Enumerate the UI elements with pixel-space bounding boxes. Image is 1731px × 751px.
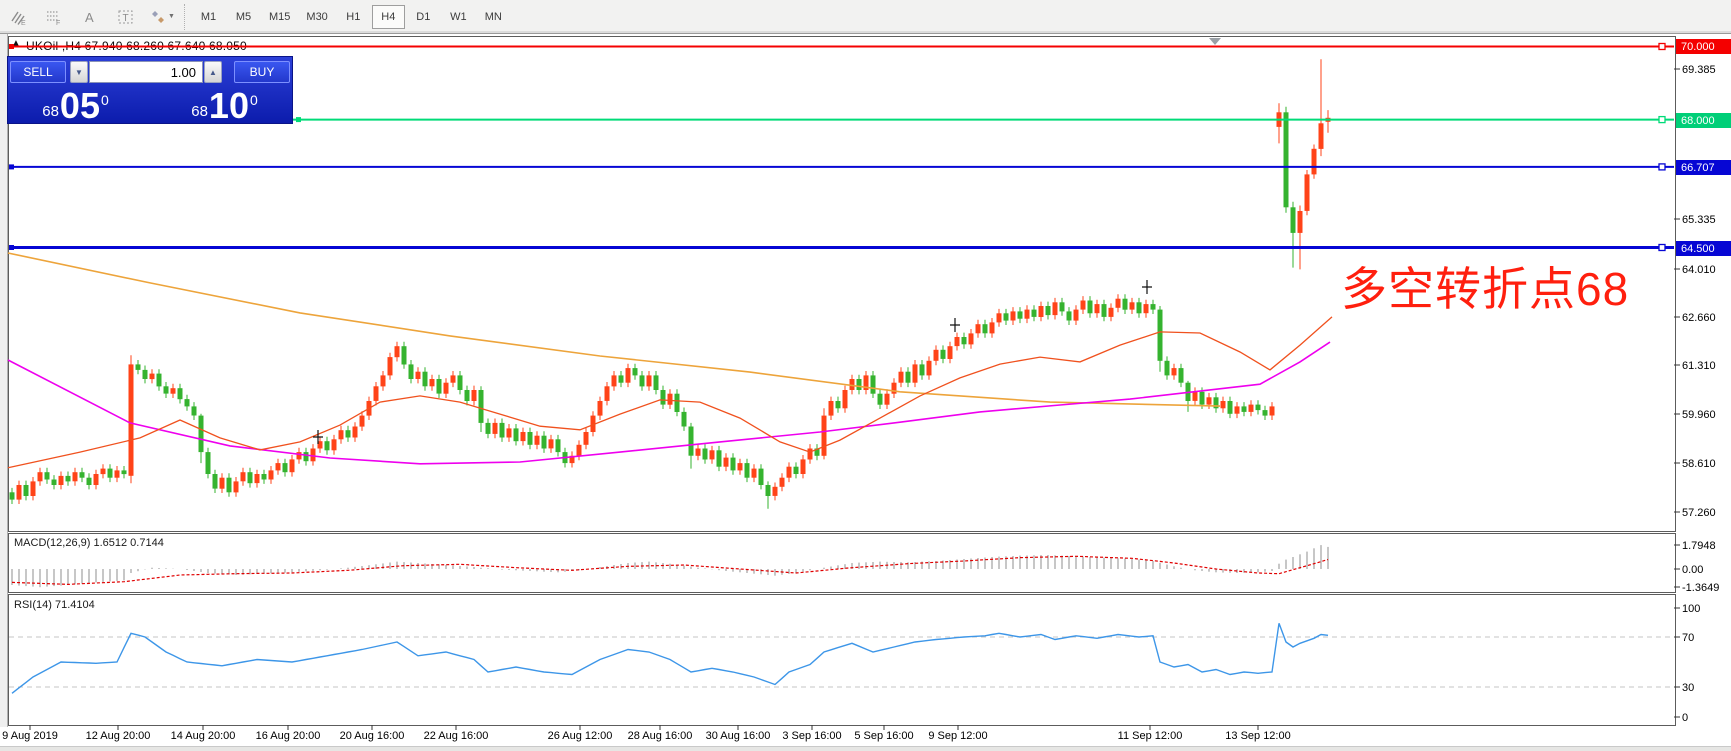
- grid-icon: F: [45, 8, 63, 26]
- sell-price[interactable]: 68 05 0: [8, 86, 143, 124]
- sell-button[interactable]: SELL: [10, 61, 66, 83]
- symbol-marker-icon: ▲: [11, 38, 21, 49]
- timeframe-m15-button[interactable]: M15: [262, 5, 297, 29]
- svg-text:E: E: [21, 20, 26, 26]
- axis-label: 69.385: [1682, 63, 1716, 76]
- buy-price[interactable]: 68 10 0: [157, 86, 292, 124]
- rsi-indicator-label: RSI(14) 71.4104: [14, 599, 95, 611]
- chart-objects-button[interactable]: E: [1, 4, 35, 30]
- axis-label: 1.7948: [1682, 539, 1716, 552]
- buy-button[interactable]: BUY: [234, 61, 290, 83]
- sell-price-big: 05: [59, 85, 100, 127]
- time-axis[interactable]: 9 Aug 2019 12 Aug 20:00 14 Aug 20:00 16 Aug…: [0, 727, 1731, 746]
- drawing-tools-group: E F A T ▼: [0, 4, 180, 30]
- axis-label: -1.3649: [1682, 581, 1720, 594]
- timeframe-mn-button[interactable]: MN: [477, 5, 510, 29]
- chart-objects-icon: E: [9, 8, 27, 26]
- one-click-trading-panel: SELL ▼ ▲ BUY 68 05 0 68 10 0: [8, 57, 292, 124]
- price-level-badge: 64.500: [1676, 241, 1731, 256]
- date-label: 22 Aug 16:00: [423, 730, 489, 742]
- toolbar: E F A T ▼ M1 M5 M15 M30 H1 H4 D1 W1 MN: [0, 0, 1731, 34]
- sell-price-sup: 0: [100, 92, 109, 108]
- axis-label: 58.610: [1682, 457, 1716, 470]
- chart-title-ohlc: UKOil ,H4 67.940 68.260 67.640 68.050: [26, 39, 247, 53]
- arrows-icon: [149, 8, 167, 26]
- price-axis[interactable]: 70.000 69.385 68.000 66.707 65.335 64.500 64.0…: [1676, 36, 1731, 746]
- svg-text:T: T: [123, 13, 129, 24]
- date-label: 9 Aug 2019: [2, 730, 58, 742]
- date-label: 26 Aug 12:00: [547, 730, 613, 742]
- buy-price-sup: 0: [249, 92, 258, 108]
- axis-label: 61.310: [1682, 359, 1716, 372]
- volume-input[interactable]: [89, 61, 203, 83]
- timeframe-m5-button[interactable]: M5: [227, 5, 260, 29]
- buy-price-big: 10: [208, 85, 249, 127]
- timeframe-h4-button[interactable]: H4: [371, 4, 405, 29]
- axis-label: 0: [1682, 711, 1689, 724]
- macd-panel[interactable]: [8, 533, 1676, 593]
- chart-text-annotation[interactable]: 多空转折点68: [1341, 263, 1630, 315]
- date-label: 16 Aug 20:00: [255, 730, 321, 742]
- axis-label: 0.00: [1682, 563, 1704, 576]
- date-label: 11 Sep 12:00: [1117, 730, 1183, 742]
- axis-label: 59.960: [1682, 408, 1716, 421]
- macd-indicator-label: MACD(12,26,9) 1.6512 0.7144: [14, 537, 164, 549]
- axis-label: 30: [1682, 681, 1695, 694]
- timeframe-m1-button[interactable]: M1: [192, 5, 225, 29]
- timeframe-d1-button[interactable]: D1: [407, 5, 440, 29]
- date-label: 20 Aug 16:00: [339, 730, 405, 742]
- volume-increase-button[interactable]: ▲: [204, 61, 222, 83]
- volume-stepper: ▼ ▲: [70, 61, 222, 83]
- buy-price-prefix: 68: [191, 103, 208, 120]
- date-label: 5 Sep 16:00: [854, 730, 914, 742]
- date-label: 13 Sep 12:00: [1225, 730, 1291, 742]
- timeframe-w1-button[interactable]: W1: [442, 5, 475, 29]
- sell-price-prefix: 68: [42, 103, 59, 120]
- timeframe-h1-button[interactable]: H1: [337, 5, 370, 29]
- date-label: 3 Sep 16:00: [782, 730, 842, 742]
- axis-label: 70: [1682, 631, 1695, 644]
- timeframe-m30-button[interactable]: M30: [299, 5, 334, 29]
- axis-label: 62.660: [1682, 311, 1716, 324]
- window-bottom-edge: [0, 746, 1731, 751]
- svg-text:A: A: [85, 10, 94, 25]
- arrows-button[interactable]: ▼: [145, 4, 179, 30]
- axis-label: 64.010: [1682, 263, 1716, 276]
- text-box-icon: T: [117, 8, 135, 26]
- date-label: 14 Aug 20:00: [170, 730, 236, 742]
- letter-a-button[interactable]: A: [73, 4, 107, 30]
- price-level-badge: 66.707: [1676, 160, 1731, 175]
- text-box-button[interactable]: T: [109, 4, 143, 30]
- window-left-edge: [0, 34, 8, 746]
- date-label: 30 Aug 16:00: [705, 730, 771, 742]
- date-label: 12 Aug 20:00: [85, 730, 151, 742]
- chevron-down-icon: ▼: [168, 13, 175, 20]
- grid-button[interactable]: F: [37, 4, 71, 30]
- rsi-panel[interactable]: [8, 594, 1676, 726]
- svg-text:F: F: [56, 20, 60, 26]
- letter-a-icon: A: [81, 8, 99, 26]
- axis-label: 65.335: [1682, 213, 1716, 226]
- price-level-badge: 70.000: [1676, 39, 1731, 54]
- axis-label: 57.260: [1682, 506, 1716, 519]
- date-label: 9 Sep 12:00: [928, 730, 988, 742]
- date-label: 28 Aug 16:00: [627, 730, 693, 742]
- timeframe-group: M1 M5 M15 M30 H1 H4 D1 W1 MN: [191, 4, 511, 29]
- volume-decrease-button[interactable]: ▼: [70, 61, 88, 83]
- axis-label: 100: [1682, 602, 1701, 615]
- price-level-badge: 68.000: [1676, 113, 1731, 128]
- toolbar-separator: [184, 3, 185, 30]
